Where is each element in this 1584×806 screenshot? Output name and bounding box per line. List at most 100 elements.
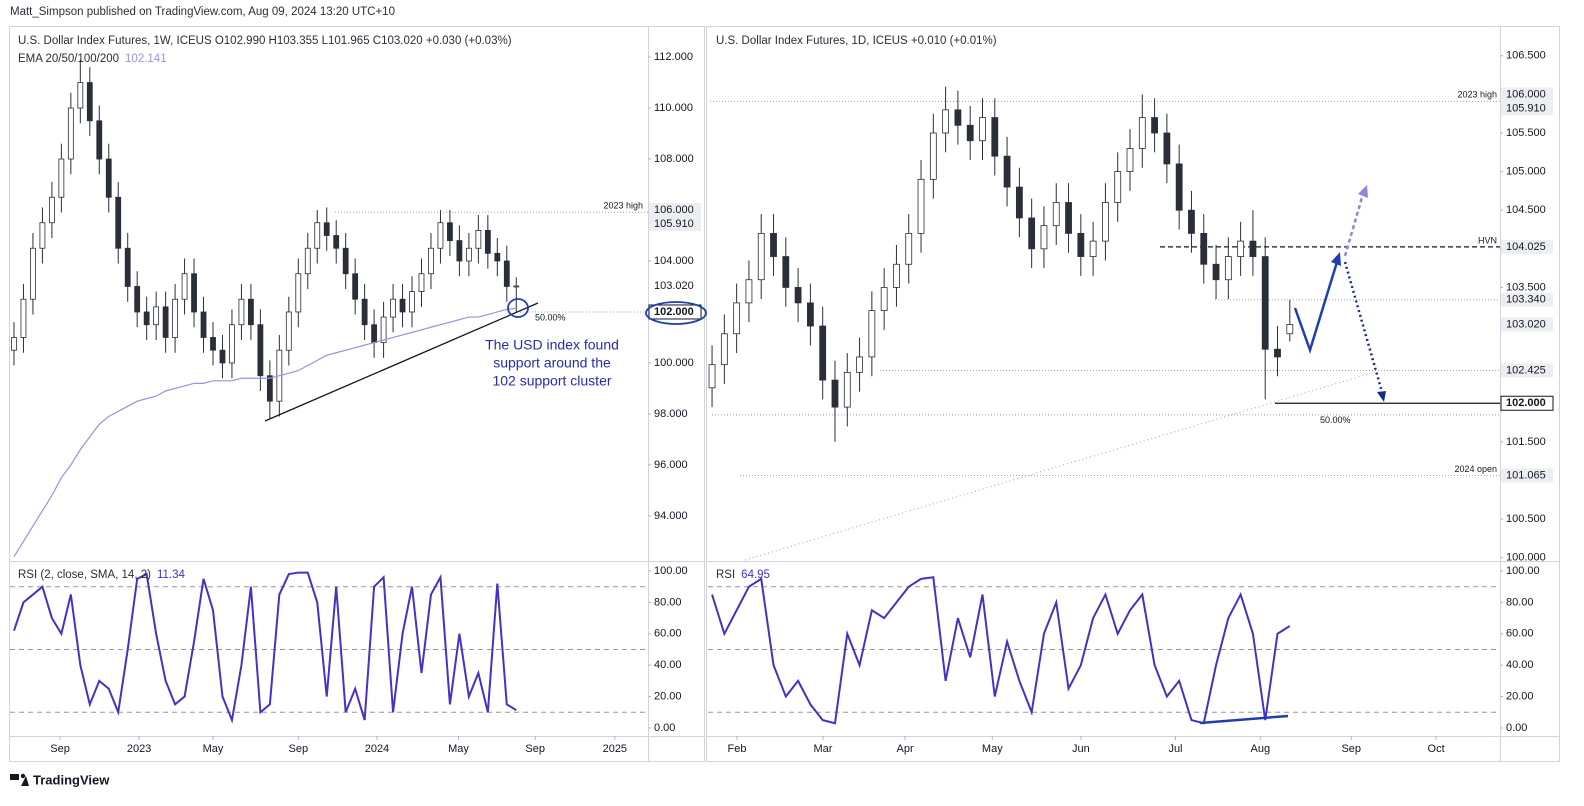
- y-tick-label: 98.000: [654, 408, 688, 420]
- price-label: 101.065: [1506, 469, 1546, 481]
- candle-body: [1286, 324, 1294, 335]
- y-tick-label: 106.500: [1506, 50, 1546, 62]
- y-tick-label: 20.00: [1506, 690, 1534, 702]
- long-trendline: [744, 371, 1376, 561]
- legend-value: 102.141: [125, 53, 167, 65]
- candle-body: [96, 120, 103, 160]
- y-tick-label: 40.00: [1506, 659, 1534, 671]
- price-label: 106.000: [654, 204, 694, 216]
- candle-body: [1163, 132, 1171, 165]
- candle-body: [58, 158, 65, 198]
- legend-entry: EMA 20/50/100/200 102.141: [18, 53, 167, 65]
- candle-body: [285, 311, 292, 351]
- x-tick-label: Jun: [1072, 743, 1090, 755]
- candle-body: [843, 371, 851, 408]
- logo-part: [20, 773, 26, 779]
- support-trendline: [264, 302, 539, 422]
- x-tick-label: Oct: [1428, 743, 1445, 755]
- y-tick-label: 100.500: [1506, 513, 1546, 525]
- logo-part: [21, 776, 29, 786]
- candle-body: [782, 256, 790, 288]
- candle-body: [494, 252, 501, 262]
- candle-body: [304, 247, 311, 275]
- candle-body: [456, 240, 463, 262]
- rsi-line: [711, 576, 1291, 725]
- legend-value: 64.95: [741, 569, 770, 581]
- y-tick-label: 104.500: [1506, 204, 1546, 216]
- legend-name: RSI: [716, 569, 735, 581]
- candle-body: [20, 298, 27, 338]
- candle-body: [905, 232, 913, 265]
- y-tick-label: 40.00: [654, 659, 682, 671]
- legend-name: RSI (2, close, SMA, 14, 2): [18, 569, 151, 581]
- candle-body: [942, 109, 950, 134]
- price-label-box: [1501, 87, 1553, 102]
- arrow-head: [1331, 252, 1341, 266]
- legend-value: 11.34: [157, 569, 186, 581]
- annotation-text: support around the: [493, 355, 611, 371]
- price-label: 102.000: [1506, 397, 1546, 409]
- price-label-box: [1501, 101, 1553, 116]
- candle-body: [475, 229, 482, 249]
- candle-body: [428, 247, 434, 275]
- price-label-box: [649, 217, 701, 232]
- x-tick-label: 2025: [603, 743, 627, 755]
- x-tick-label: Feb: [728, 743, 747, 755]
- candle-body: [1015, 186, 1023, 219]
- candle-body: [352, 273, 359, 300]
- candle-body: [143, 311, 150, 326]
- footer-brand: TradingView: [33, 772, 110, 787]
- candle-body: [954, 109, 962, 126]
- candle-body: [856, 356, 863, 373]
- candle-body: [48, 196, 55, 224]
- candle-body: [191, 273, 197, 313]
- candle-body: [794, 287, 802, 304]
- candle-body: [1040, 225, 1048, 250]
- candle-body: [162, 306, 169, 338]
- projection-v: [1293, 261, 1339, 354]
- candle-body: [11, 337, 17, 351]
- candle-body: [929, 132, 937, 180]
- candle-body: [1077, 232, 1085, 257]
- candle-body: [248, 298, 254, 326]
- chart-title: U.S. Dollar Index Futures, 1D, ICEUS +0.…: [716, 35, 997, 47]
- candle-body: [733, 302, 741, 335]
- candle-body: [342, 247, 349, 275]
- candle-body: [1052, 202, 1060, 227]
- candle-body: [893, 263, 900, 288]
- price-label-box: [1500, 395, 1554, 411]
- right-frame: [706, 26, 1560, 762]
- candle-body: [966, 124, 974, 142]
- footer-logo: [10, 773, 29, 786]
- candle-body: [257, 324, 264, 377]
- candle-body: [1249, 240, 1257, 257]
- candle-body: [1102, 202, 1109, 242]
- publisher-header: Matt_Simpson published on TradingView.co…: [10, 6, 395, 18]
- x-tick-label: Sep: [1341, 743, 1361, 755]
- candle-body: [757, 232, 765, 281]
- y-tick-label: 96.000: [654, 459, 688, 471]
- candle-body: [720, 333, 728, 366]
- candle-body: [67, 107, 74, 160]
- candle-body: [295, 273, 302, 313]
- candle-body: [1126, 148, 1134, 173]
- y-tick-label: 80.00: [1506, 596, 1534, 608]
- level-label: 2024 open: [1454, 464, 1497, 474]
- y-tick-label: 60.00: [1506, 628, 1534, 640]
- candle-body: [437, 222, 444, 249]
- price-label: 103.020: [654, 280, 694, 292]
- candle-body: [880, 287, 888, 312]
- candle-body: [418, 273, 425, 292]
- price-label: 106.000: [1506, 88, 1546, 100]
- candle-body: [1175, 163, 1183, 211]
- candle-body: [1028, 217, 1036, 250]
- candle-body: [219, 349, 226, 364]
- candle-body: [380, 316, 387, 343]
- candle-body: [1274, 348, 1281, 358]
- x-tick-label: Jul: [1168, 743, 1182, 755]
- candle-body: [181, 273, 188, 300]
- x-tick-label: May: [982, 743, 1003, 755]
- y-tick-label: 112.000: [654, 51, 693, 63]
- candle-body: [806, 302, 814, 327]
- candle-body: [1151, 117, 1158, 134]
